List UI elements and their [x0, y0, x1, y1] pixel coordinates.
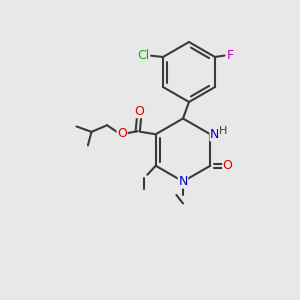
Text: O: O — [223, 159, 232, 172]
Text: Cl: Cl — [137, 49, 150, 62]
Text: N: N — [178, 175, 188, 188]
Text: H: H — [219, 126, 227, 136]
Text: F: F — [226, 49, 233, 62]
Text: N: N — [210, 128, 220, 141]
Text: O: O — [117, 127, 127, 140]
Text: O: O — [134, 105, 144, 118]
